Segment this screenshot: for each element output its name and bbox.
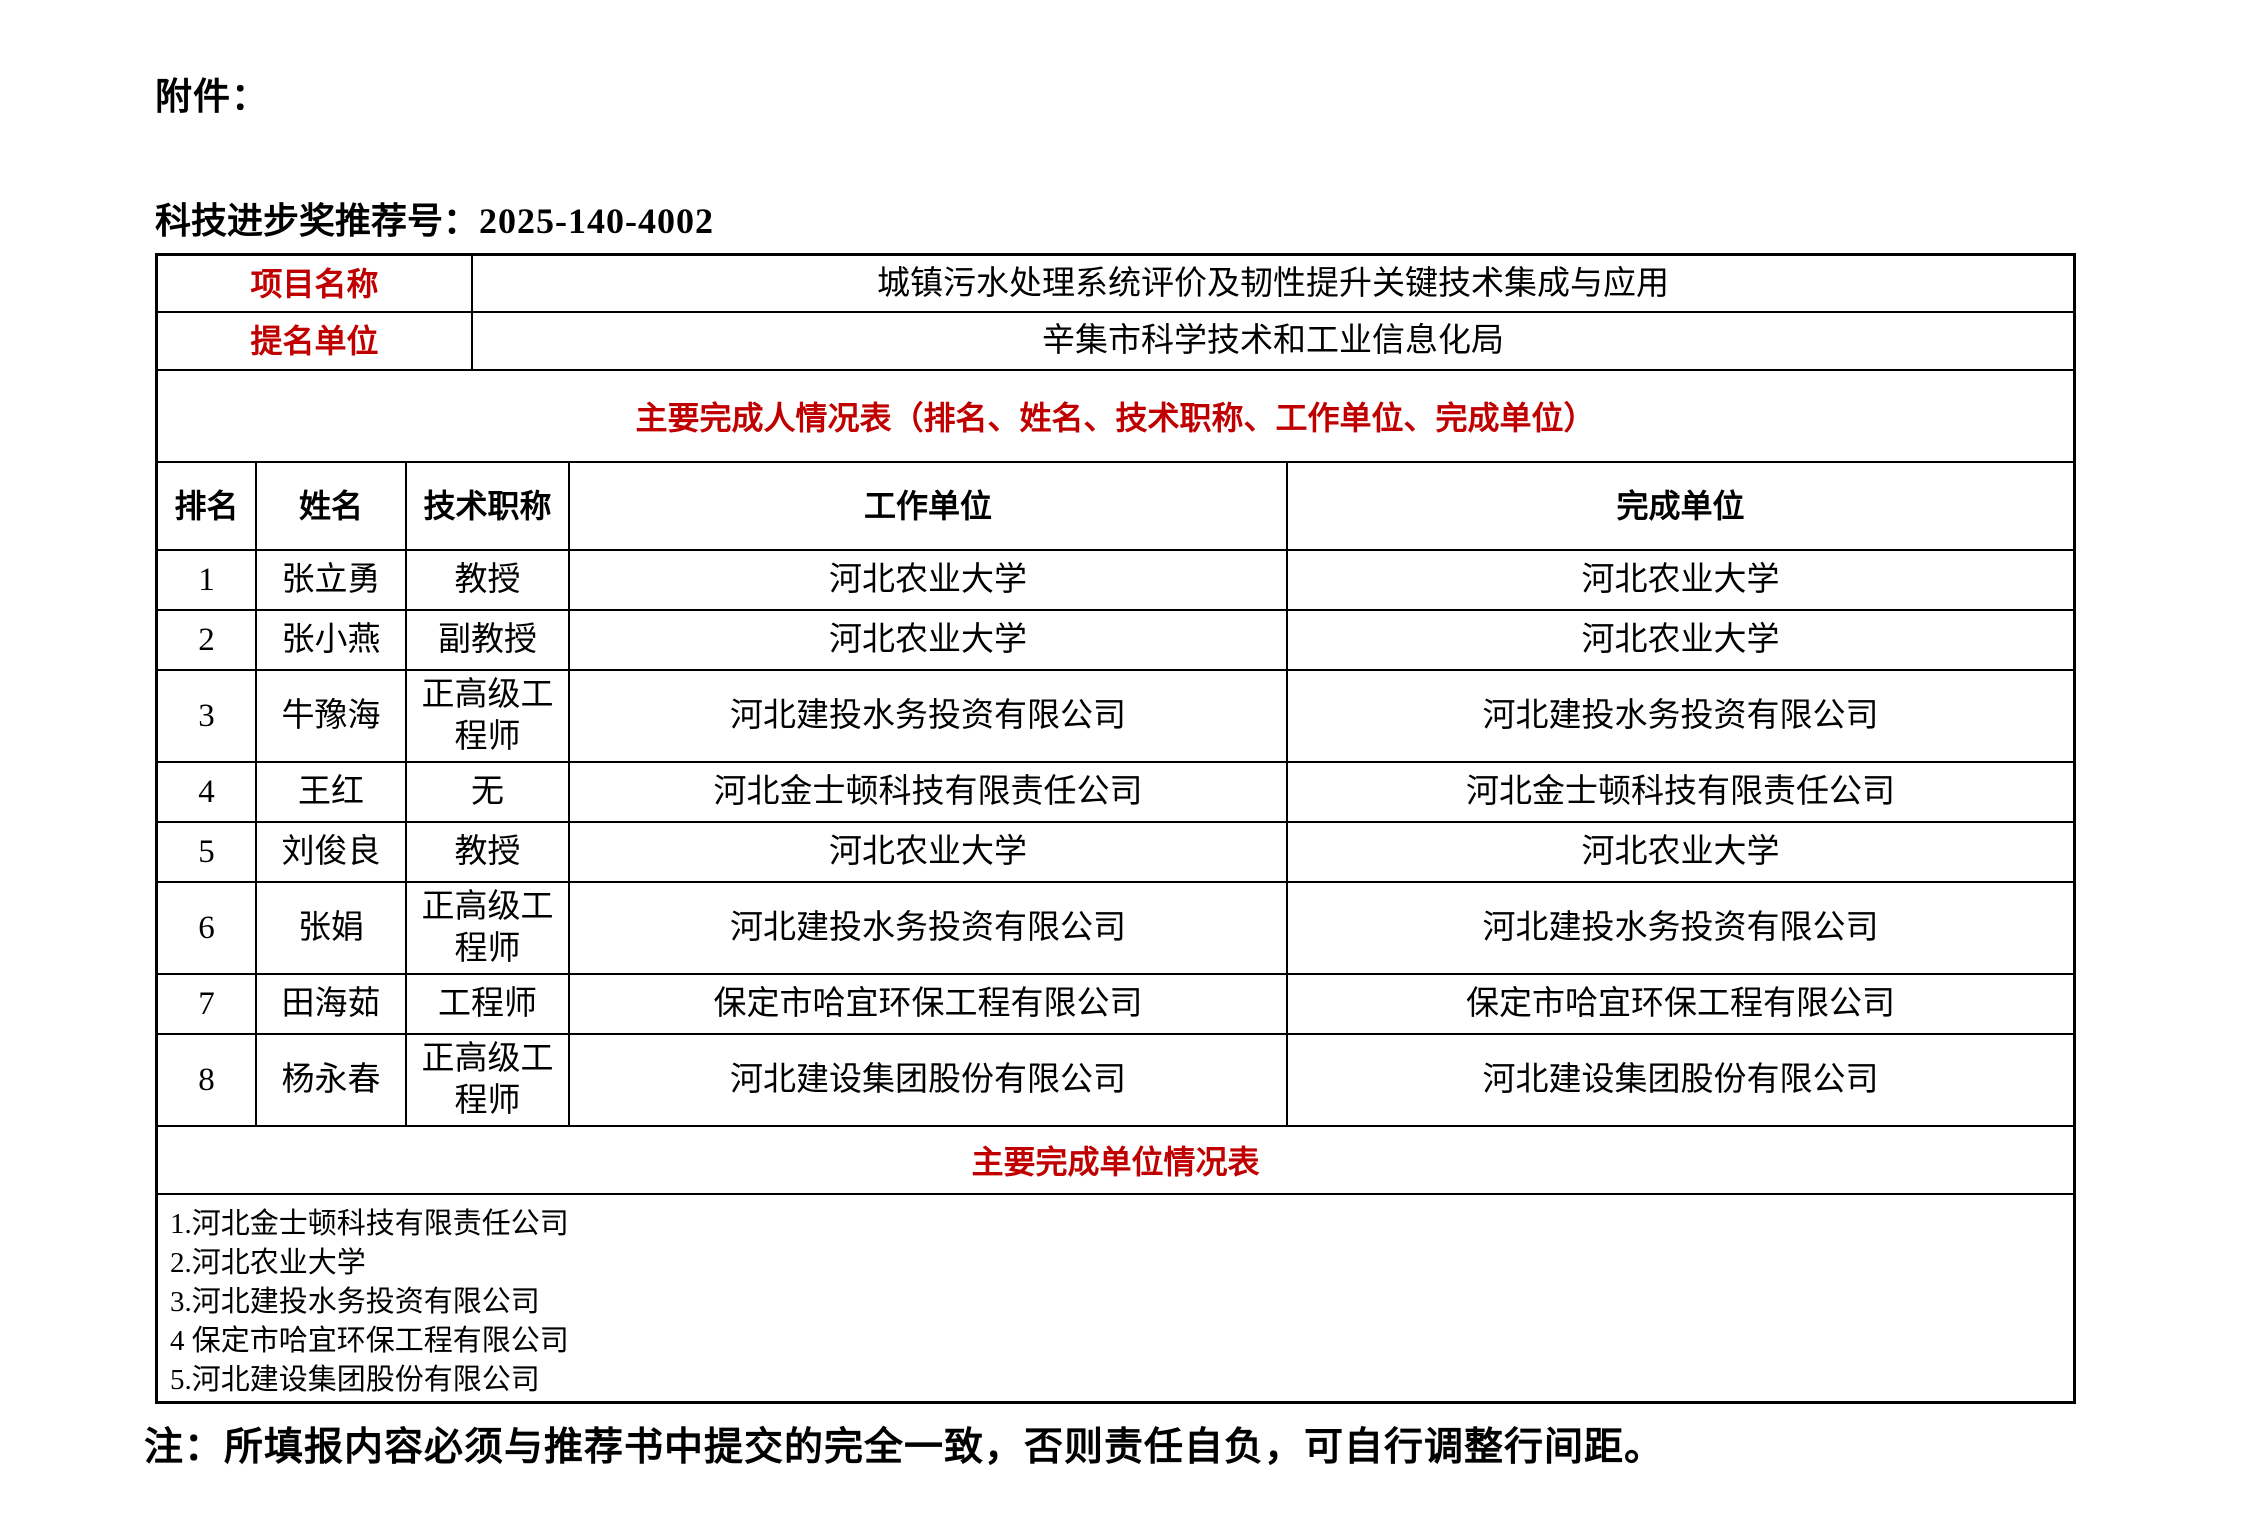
cell-completion-unit: 河北金士顿科技有限责任公司 [1466, 774, 1895, 810]
completion-unit-item: 2.河北农业大学 [170, 1247, 366, 1279]
award-table: 项目名称 城镇污水处理系统评价及韧性提升关键技术集成与应用 提名单位 辛集市科学… [155, 253, 2076, 1404]
recommendation-number: 2025-140-4002 [479, 201, 714, 241]
cell-completion-unit: 河北建设集团股份有限公司 [1482, 1062, 1879, 1098]
cell-rank: 1 [158, 551, 257, 609]
cell-title: 教授 [407, 823, 570, 881]
cell-rank: 4 [158, 763, 257, 821]
col-header-title: 技术职称 [407, 463, 570, 549]
cell-title: 教授 [407, 551, 570, 609]
cell-title: 正高级工程师 [407, 1035, 570, 1125]
cell-completion-unit: 河北农业大学 [1581, 834, 1780, 870]
contributors-section-title: 主要完成人情况表（排名、姓名、技术职称、工作单位、完成单位） [158, 371, 2073, 463]
cell-title: 副教授 [407, 611, 570, 669]
cell-work-unit: 河北金士顿科技有限责任公司 [570, 763, 1288, 821]
cell-rank: 8 [158, 1035, 257, 1125]
table-row: 6 张娟 正高级工程师 河北建投水务投资有限公司 河北建投水务投资有限公司 [158, 883, 2073, 975]
table-row: 7 田海茹 工程师 保定市哈宜环保工程有限公司 保定市哈宜环保工程有限公司 [158, 975, 2073, 1035]
cell-title: 正高级工程师 [407, 671, 570, 761]
table-row: 1 张立勇 教授 河北农业大学 河北农业大学 [158, 551, 2073, 611]
cell-rank: 3 [158, 671, 257, 761]
col-header-rank: 排名 [158, 463, 257, 549]
cell-name: 刘俊良 [257, 823, 407, 881]
cell-rank: 2 [158, 611, 257, 669]
cell-completion-unit: 河北农业大学 [1581, 562, 1780, 598]
completion-unit-item: 3.河北建投水务投资有限公司 [170, 1286, 540, 1318]
col-header-completion-unit: 完成单位 [1616, 488, 1745, 524]
col-header-name: 姓名 [257, 463, 407, 549]
cell-work-unit: 河北建投水务投资有限公司 [570, 671, 1288, 761]
cell-completion-unit: 河北建投水务投资有限公司 [1482, 910, 1879, 946]
cell-name: 王红 [257, 763, 407, 821]
cell-rank: 7 [158, 975, 257, 1033]
cell-title: 工程师 [407, 975, 570, 1033]
cell-rank: 6 [158, 883, 257, 973]
cell-name: 牛豫海 [257, 671, 407, 761]
project-name-value: 城镇污水处理系统评价及韧性提升关键技术集成与应用 [877, 265, 1669, 302]
nominating-unit-label: 提名单位 [158, 313, 473, 369]
table-row: 2 张小燕 副教授 河北农业大学 河北农业大学 [158, 611, 2073, 671]
cell-work-unit: 河北农业大学 [570, 551, 1288, 609]
cell-name: 张娟 [257, 883, 407, 973]
table-row: 8 杨永春 正高级工程师 河北建设集团股份有限公司 河北建设集团股份有限公司 [158, 1035, 2073, 1127]
cell-name: 张立勇 [257, 551, 407, 609]
col-header-work-unit: 工作单位 [570, 463, 1288, 549]
table-row: 4 王红 无 河北金士顿科技有限责任公司 河北金士顿科技有限责任公司 [158, 763, 2073, 823]
cell-rank: 5 [158, 823, 257, 881]
project-name-row: 项目名称 城镇污水处理系统评价及韧性提升关键技术集成与应用 [158, 256, 2073, 313]
cell-work-unit: 河北农业大学 [570, 823, 1288, 881]
recommendation-label: 科技进步奖推荐号： [155, 201, 480, 241]
cell-title: 无 [407, 763, 570, 821]
cell-completion-unit: 河北建投水务投资有限公司 [1482, 698, 1879, 734]
table-row: 3 牛豫海 正高级工程师 河北建投水务投资有限公司 河北建投水务投资有限公司 [158, 671, 2073, 763]
table-row: 5 刘俊良 教授 河北农业大学 河北农业大学 [158, 823, 2073, 883]
completion-unit-item: 1.河北金士顿科技有限责任公司 [170, 1208, 569, 1240]
nominating-unit-value: 辛集市科学技术和工业信息化局 [1042, 323, 1504, 359]
completion-units-section-title: 主要完成单位情况表 [158, 1127, 2073, 1195]
cell-work-unit: 河北建设集团股份有限公司 [570, 1035, 1288, 1125]
completion-unit-item: 5.河北建设集团股份有限公司 [170, 1364, 540, 1396]
cell-work-unit: 河北农业大学 [570, 611, 1288, 669]
cell-completion-unit: 保定市哈宜环保工程有限公司 [1466, 986, 1895, 1022]
note-text: 注：所填报内容必须与推荐书中提交的完全一致，否则责任自负，可自行调整行间距。 [144, 1426, 1665, 1469]
cell-name: 田海茹 [257, 975, 407, 1033]
cell-work-unit: 河北建投水务投资有限公司 [570, 883, 1288, 973]
cell-title: 正高级工程师 [407, 883, 570, 973]
recommendation-number-line: 科技进步奖推荐号：2025-140-4002 [155, 192, 714, 244]
cell-name: 杨永春 [257, 1035, 407, 1125]
completion-units-list: 1.河北金士顿科技有限责任公司 2.河北农业大学 3.河北建投水务投资有限公司 … [158, 1195, 2073, 1401]
nominating-unit-row: 提名单位 辛集市科学技术和工业信息化局 [158, 313, 2073, 371]
cell-work-unit: 保定市哈宜环保工程有限公司 [570, 975, 1288, 1033]
project-name-label: 项目名称 [158, 256, 473, 311]
completion-unit-item: 4 保定市哈宜环保工程有限公司 [170, 1325, 569, 1357]
attachment-label: 附件： [155, 77, 269, 118]
contributors-header-row: 排名 姓名 技术职称 工作单位 完成单位 [158, 463, 2073, 551]
cell-completion-unit: 河北农业大学 [1581, 622, 1780, 658]
cell-name: 张小燕 [257, 611, 407, 669]
